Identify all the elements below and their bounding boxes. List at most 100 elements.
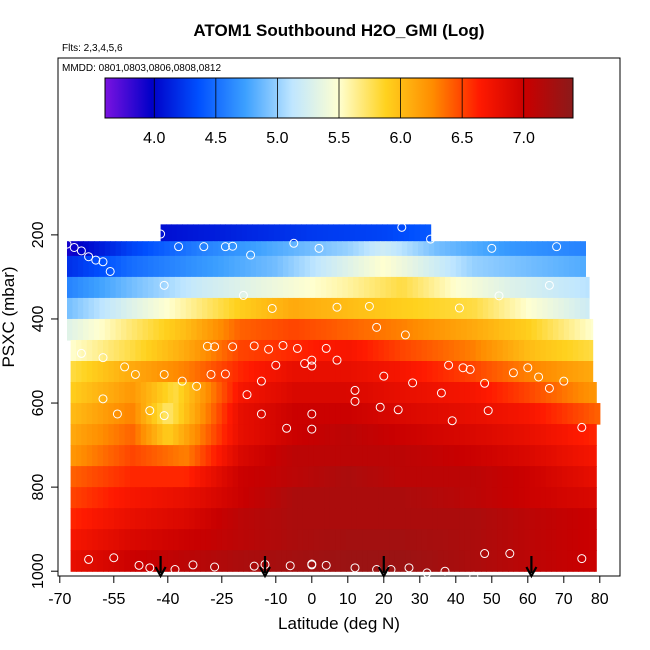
heat-cell bbox=[308, 487, 315, 509]
heat-cell bbox=[439, 255, 446, 278]
heat-cell bbox=[266, 241, 273, 257]
heat-cell bbox=[243, 424, 250, 446]
heat-cell bbox=[466, 297, 473, 320]
heat-cell bbox=[189, 339, 196, 362]
heat-cell bbox=[319, 424, 325, 446]
heat-cell bbox=[432, 508, 439, 530]
heat-cell bbox=[340, 403, 347, 425]
heat-cell bbox=[308, 529, 315, 551]
heat-cell bbox=[529, 361, 536, 383]
heat-cell bbox=[567, 550, 574, 572]
heat-cell bbox=[526, 318, 532, 341]
heat-cell bbox=[418, 318, 424, 341]
heat-cell bbox=[310, 255, 316, 278]
heat-cell bbox=[200, 445, 207, 467]
heat-cell bbox=[270, 445, 277, 467]
heat-cell bbox=[551, 361, 558, 383]
heat-cell bbox=[346, 424, 352, 446]
sample-point bbox=[289, 238, 299, 248]
heat-cell bbox=[76, 487, 82, 509]
heat-cell bbox=[454, 466, 460, 488]
sample-point bbox=[202, 341, 212, 351]
heat-cell bbox=[421, 529, 428, 551]
heat-cell bbox=[540, 361, 547, 383]
heat-cell bbox=[86, 339, 93, 362]
heat-cell bbox=[535, 424, 541, 446]
heat-cell bbox=[558, 276, 565, 299]
sample-point bbox=[228, 241, 238, 251]
heat-cell bbox=[103, 466, 109, 488]
heat-cell bbox=[362, 382, 369, 404]
heat-cell bbox=[423, 318, 430, 341]
heat-cell bbox=[275, 445, 282, 467]
heat-cell bbox=[281, 487, 288, 509]
sample-point bbox=[282, 423, 292, 433]
heat-cell bbox=[529, 508, 536, 530]
heat-cell bbox=[508, 424, 514, 446]
heat-cell bbox=[218, 276, 225, 299]
heat-cell bbox=[302, 466, 309, 488]
heat-cell bbox=[454, 487, 460, 509]
heat-cell bbox=[567, 403, 574, 425]
heat-cell bbox=[437, 361, 444, 383]
heat-cell bbox=[297, 424, 304, 446]
heat-cell bbox=[103, 508, 109, 530]
heat-cell bbox=[230, 224, 237, 242]
heat-cell bbox=[470, 424, 477, 446]
heat-cell bbox=[223, 255, 230, 278]
heat-cell bbox=[173, 529, 180, 551]
heat-cell bbox=[513, 487, 520, 509]
heat-cell bbox=[140, 339, 147, 362]
heat-cell bbox=[578, 382, 585, 404]
heat-cell bbox=[319, 339, 325, 362]
heat-cell bbox=[97, 466, 104, 488]
heat-cell bbox=[310, 276, 316, 299]
heat-cell bbox=[518, 508, 525, 530]
heat-cell bbox=[227, 550, 234, 572]
heat-cell bbox=[86, 466, 93, 488]
heat-cell bbox=[151, 529, 158, 551]
heat-cell bbox=[169, 318, 176, 341]
heat-cell bbox=[238, 382, 244, 404]
heat-cell bbox=[104, 276, 111, 299]
heat-cell bbox=[229, 276, 235, 299]
heat-cell bbox=[308, 403, 315, 425]
heat-cell bbox=[367, 424, 374, 446]
heat-cell bbox=[313, 487, 320, 509]
heat-cell bbox=[277, 255, 284, 278]
heat-cell bbox=[589, 424, 595, 446]
heat-cell bbox=[76, 424, 82, 446]
heat-cell bbox=[229, 318, 235, 341]
heat-cell bbox=[308, 466, 315, 488]
heat-cell bbox=[380, 255, 387, 278]
heat-cell bbox=[556, 529, 563, 551]
heat-cell bbox=[254, 466, 261, 488]
heat-cell bbox=[562, 445, 568, 467]
heat-cell bbox=[189, 487, 196, 509]
heat-cell bbox=[259, 339, 266, 362]
plot-frame bbox=[57, 57, 621, 577]
heat-cell bbox=[556, 339, 563, 362]
heat-cell bbox=[189, 424, 196, 446]
heat-cell bbox=[590, 318, 594, 341]
heat-cell bbox=[499, 276, 505, 299]
heat-cell bbox=[88, 318, 95, 341]
heat-cell bbox=[304, 276, 311, 299]
heat-cell bbox=[472, 318, 478, 341]
heat-cell bbox=[299, 276, 306, 299]
heat-cell bbox=[342, 318, 349, 341]
heat-cell bbox=[572, 550, 579, 572]
heat-cell bbox=[351, 403, 358, 425]
heat-cell bbox=[103, 445, 109, 467]
heat-cell bbox=[153, 318, 160, 341]
heat-cell bbox=[266, 318, 273, 341]
heat-cell bbox=[119, 487, 126, 509]
heat-cell bbox=[151, 403, 158, 425]
heat-cell bbox=[434, 241, 441, 257]
heat-cell bbox=[364, 255, 370, 278]
heat-cell bbox=[346, 529, 352, 551]
heat-cell bbox=[308, 508, 315, 530]
heat-cell bbox=[445, 297, 451, 320]
colorbar-tick-label: 4.0 bbox=[143, 130, 165, 147]
heat-cell bbox=[486, 529, 493, 551]
